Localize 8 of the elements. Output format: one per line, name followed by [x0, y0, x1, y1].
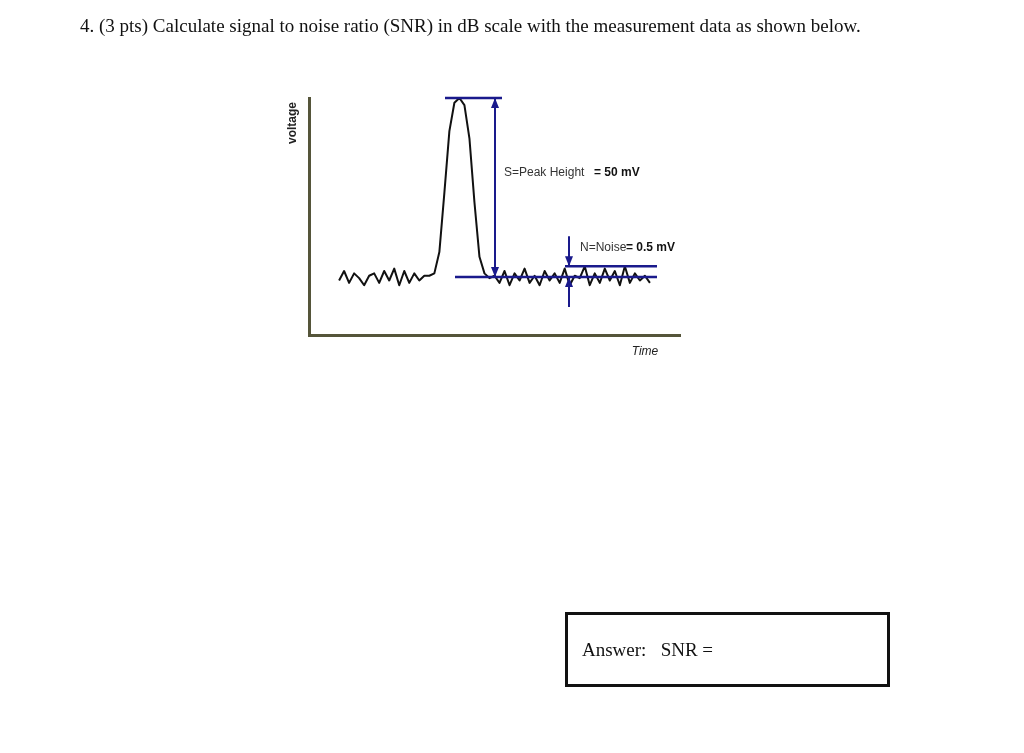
- annotation: N=Noise: [580, 240, 627, 255]
- y-axis-title: voltage: [285, 101, 300, 145]
- chart-title: 4. (3 pts) Calculate signal to noise ratio (SNR) in dB scale with the measurement data as shown below.: [80, 14, 862, 38]
- annotation: = 50 mV: [594, 165, 640, 180]
- text: Answer: SNR =: [582, 638, 714, 661]
- annotation: S=Peak Height: [504, 165, 586, 180]
- annotation: = 0.5 mV: [626, 240, 676, 255]
- x-axis-title: Time: [631, 344, 659, 359]
